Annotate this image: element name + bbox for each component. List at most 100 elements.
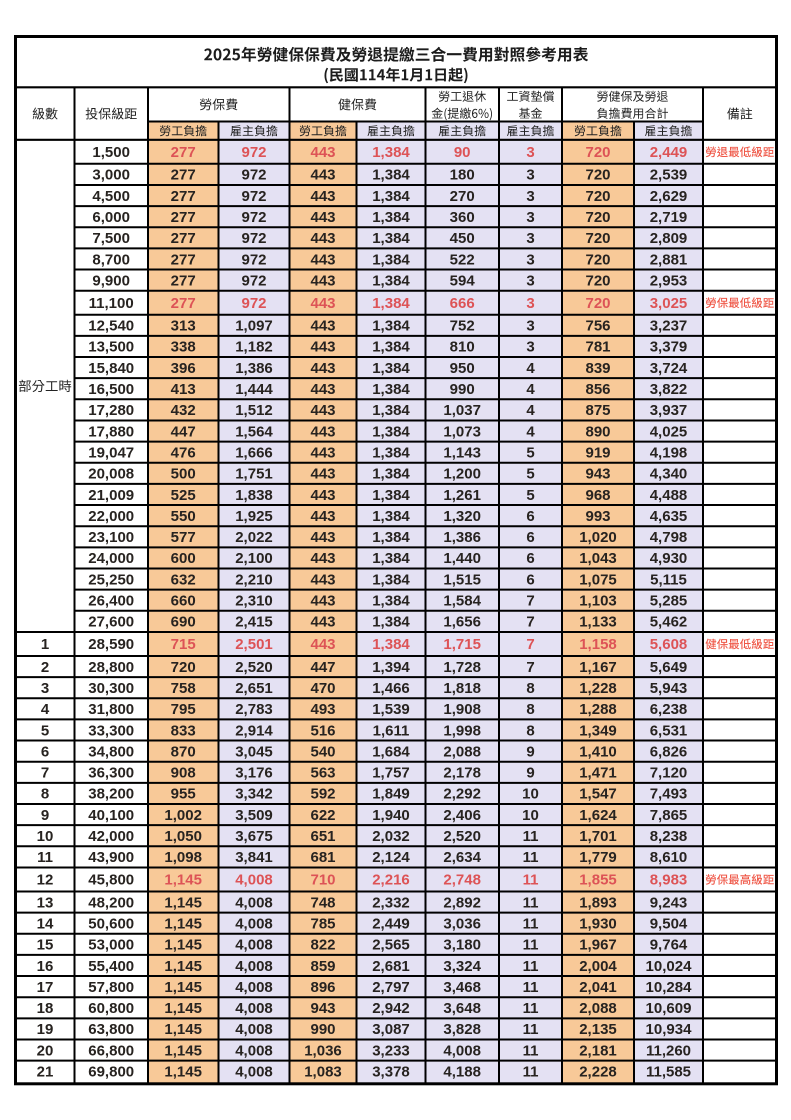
svg-text:2,310: 2,310: [235, 593, 273, 610]
svg-text:1,384: 1,384: [372, 402, 410, 419]
svg-text:1,145: 1,145: [164, 958, 202, 975]
svg-text:690: 690: [171, 614, 196, 631]
svg-text:443: 443: [310, 295, 335, 312]
svg-text:681: 681: [310, 849, 335, 866]
svg-text:1,145: 1,145: [164, 894, 202, 911]
svg-text:1,440: 1,440: [443, 550, 481, 567]
svg-text:972: 972: [241, 167, 266, 184]
svg-text:11: 11: [523, 828, 539, 845]
svg-text:1,564: 1,564: [235, 423, 273, 440]
svg-text:338: 338: [171, 339, 196, 356]
svg-text:950: 950: [450, 360, 475, 377]
svg-text:1,097: 1,097: [235, 318, 273, 335]
svg-text:5,462: 5,462: [650, 614, 688, 631]
svg-text:3: 3: [526, 209, 534, 226]
svg-text:42,000: 42,000: [88, 828, 134, 845]
svg-text:968: 968: [585, 487, 610, 504]
svg-text:33,300: 33,300: [88, 722, 134, 739]
svg-text:1,757: 1,757: [372, 765, 410, 782]
svg-text:1,444: 1,444: [235, 381, 273, 398]
svg-text:476: 476: [171, 445, 196, 462]
svg-text:18: 18: [37, 1000, 54, 1017]
svg-text:1,002: 1,002: [164, 807, 202, 824]
svg-text:4: 4: [526, 402, 535, 419]
svg-text:3,087: 3,087: [372, 1021, 410, 1038]
svg-text:9,764: 9,764: [650, 937, 688, 954]
svg-text:1,908: 1,908: [443, 701, 481, 718]
svg-text:11: 11: [37, 849, 53, 866]
svg-text:577: 577: [171, 529, 196, 546]
svg-text:6: 6: [41, 743, 49, 760]
svg-text:3: 3: [526, 272, 534, 289]
svg-text:972: 972: [241, 272, 266, 289]
svg-text:277: 277: [171, 251, 196, 268]
svg-text:1,037: 1,037: [443, 402, 481, 419]
svg-text:1,073: 1,073: [443, 423, 481, 440]
svg-text:748: 748: [310, 894, 335, 911]
svg-text:785: 785: [310, 916, 335, 933]
svg-text:2,797: 2,797: [372, 979, 410, 996]
svg-text:7: 7: [526, 593, 534, 610]
svg-text:1,145: 1,145: [164, 1021, 202, 1038]
svg-text:1,893: 1,893: [579, 894, 617, 911]
svg-text:3,468: 3,468: [443, 979, 481, 996]
svg-text:1,182: 1,182: [235, 339, 273, 356]
svg-text:443: 443: [310, 508, 335, 525]
svg-text:31,800: 31,800: [88, 701, 134, 718]
svg-text:4,188: 4,188: [443, 1064, 481, 1081]
svg-text:1,701: 1,701: [579, 828, 617, 845]
svg-text:10: 10: [522, 786, 539, 803]
svg-text:2,004: 2,004: [579, 958, 617, 975]
svg-text:19: 19: [37, 1021, 54, 1038]
svg-text:7,120: 7,120: [650, 765, 688, 782]
svg-text:9: 9: [41, 807, 49, 824]
svg-text:2,216: 2,216: [372, 872, 410, 889]
svg-text:890: 890: [585, 423, 610, 440]
svg-text:1,384: 1,384: [372, 144, 410, 161]
svg-text:1,384: 1,384: [372, 529, 410, 546]
svg-text:1,098: 1,098: [164, 849, 202, 866]
svg-text:443: 443: [310, 144, 335, 161]
svg-text:525: 525: [171, 487, 196, 504]
svg-text:1,145: 1,145: [164, 1000, 202, 1017]
svg-text:6,000: 6,000: [92, 209, 130, 226]
svg-text:752: 752: [450, 318, 475, 335]
svg-text:1,384: 1,384: [372, 251, 410, 268]
svg-text:443: 443: [310, 571, 335, 588]
svg-text:990: 990: [310, 1021, 335, 1038]
svg-text:720: 720: [585, 230, 610, 247]
svg-text:360: 360: [450, 209, 475, 226]
svg-text:9: 9: [526, 743, 534, 760]
svg-text:277: 277: [171, 167, 196, 184]
svg-text:17,280: 17,280: [88, 402, 134, 419]
svg-text:1,158: 1,158: [579, 636, 617, 653]
svg-text:5: 5: [526, 445, 534, 462]
svg-text:12,540: 12,540: [88, 318, 134, 335]
svg-text:1,384: 1,384: [372, 487, 410, 504]
svg-text:11: 11: [523, 1042, 539, 1059]
svg-text:5,285: 5,285: [650, 593, 688, 610]
svg-text:1,925: 1,925: [235, 508, 273, 525]
svg-text:3,509: 3,509: [235, 807, 273, 824]
svg-text:13,500: 13,500: [88, 339, 134, 356]
svg-text:972: 972: [241, 230, 266, 247]
svg-text:11: 11: [523, 1000, 539, 1017]
svg-text:1,075: 1,075: [579, 571, 617, 588]
svg-text:443: 443: [310, 529, 335, 546]
svg-text:1,624: 1,624: [579, 807, 617, 824]
svg-text:2,719: 2,719: [650, 209, 688, 226]
svg-text:432: 432: [171, 402, 196, 419]
svg-text:11: 11: [523, 894, 539, 911]
svg-text:10: 10: [522, 807, 539, 824]
svg-text:447: 447: [171, 423, 196, 440]
svg-text:5: 5: [526, 466, 534, 483]
svg-text:715: 715: [171, 636, 196, 653]
svg-text:40,100: 40,100: [88, 807, 134, 824]
svg-text:896: 896: [310, 979, 335, 996]
svg-text:1,930: 1,930: [579, 916, 617, 933]
svg-text:2,881: 2,881: [650, 251, 688, 268]
svg-text:1,386: 1,386: [235, 360, 273, 377]
svg-text:3: 3: [526, 144, 534, 161]
svg-text:443: 443: [310, 188, 335, 205]
svg-text:1,584: 1,584: [443, 593, 481, 610]
